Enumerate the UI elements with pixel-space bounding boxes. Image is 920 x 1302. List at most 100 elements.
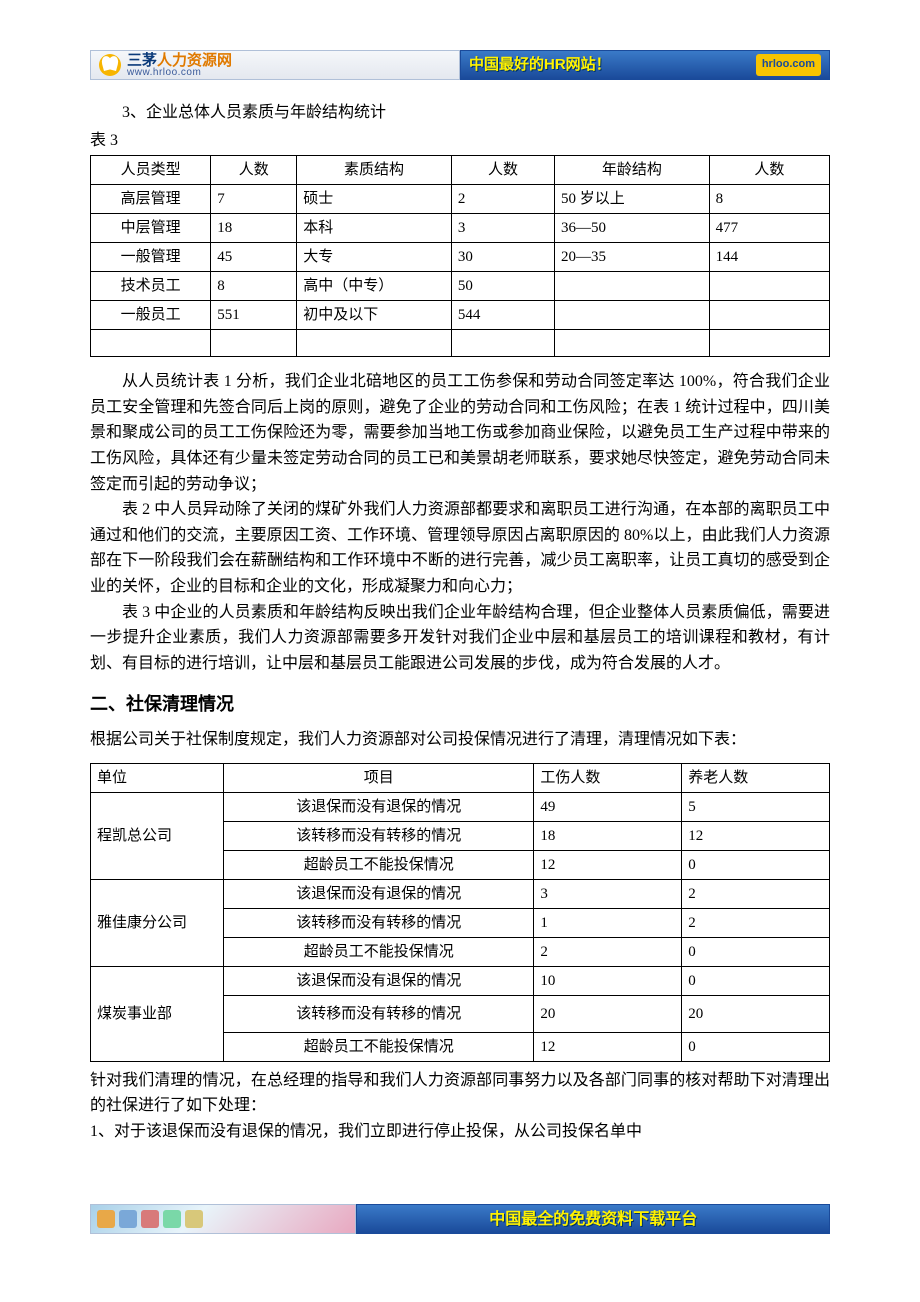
td: 7 [211,185,297,214]
th: 人数 [709,156,829,185]
table-row: 程凯总公司 该退保而没有退保的情况 49 5 [91,792,830,821]
td: 2 [682,908,830,937]
td [211,330,297,357]
brand-url: www.hrloo.com [127,68,232,78]
td: 本科 [297,214,452,243]
analysis-paragraphs: 从人员统计表 1 分析，我们企业北碚地区的员工工伤参保和劳动合同签定率达 100… [90,369,830,676]
td: 该转移而没有转移的情况 [224,995,534,1032]
td: 8 [709,185,829,214]
td: 超龄员工不能投保情况 [224,850,534,879]
header-banner: 三茅人力资源网 www.hrloo.com 中国最好的HR网站！ hrloo.c… [90,50,830,80]
table-3: 人员类型 人数 素质结构 人数 年龄结构 人数 高层管理 7 硕士 2 50 岁… [90,155,830,357]
td: 12 [682,821,830,850]
td: 该退保而没有退保的情况 [224,792,534,821]
brand-prefix: 三茅 [127,52,157,69]
th: 养老人数 [682,763,830,792]
footer-icon [119,1210,137,1228]
td: 45 [211,243,297,272]
banner-slogan: 中国最好的HR网站！ [469,53,611,77]
td: 12 [534,850,682,879]
footer-icon [185,1210,203,1228]
td: 5 [682,792,830,821]
th: 人员类型 [91,156,211,185]
td: 49 [534,792,682,821]
table-row [91,330,830,357]
td: 一般员工 [91,301,211,330]
td: 18 [534,821,682,850]
td: 中层管理 [91,214,211,243]
th: 人数 [451,156,554,185]
td: 50 岁以上 [555,185,710,214]
content: 3、企业总体人员素质与年龄结构统计 表 3 人员类型 人数 素质结构 人数 年龄… [90,100,830,1144]
td: 2 [682,879,830,908]
para-2: 表 2 中人员异动除了关闭的煤矿外我们人力资源部都要求和离职员工进行沟通，在本部… [90,497,830,599]
td: 高中（中专） [297,272,452,301]
th: 工伤人数 [534,763,682,792]
footer-icon [141,1210,159,1228]
td [297,330,452,357]
th: 素质结构 [297,156,452,185]
td: 该退保而没有退保的情况 [224,879,534,908]
td: 12 [534,1032,682,1061]
section2-heading: 二、社保清理情况 [90,690,830,719]
td: 3 [534,879,682,908]
th: 人数 [211,156,297,185]
td: 0 [682,1032,830,1061]
td: 1 [534,908,682,937]
footer-icon [163,1210,181,1228]
td: 0 [682,937,830,966]
brand-block: 三茅人力资源网 www.hrloo.com [127,53,232,78]
para-1: 从人员统计表 1 分析，我们企业北碚地区的员工工伤参保和劳动合同签定率达 100… [90,369,830,497]
banner-left: 三茅人力资源网 www.hrloo.com [90,50,460,80]
td: 技术员工 [91,272,211,301]
td: 10 [534,966,682,995]
th: 项目 [224,763,534,792]
td: 144 [709,243,829,272]
table-row: 技术员工 8 高中（中专） 50 [91,272,830,301]
section2-intro: 根据公司关于社保制度规定，我们人力资源部对公司投保情况进行了清理，清理情况如下表… [90,727,830,753]
banner-right: 中国最好的HR网站！ hrloo.com [460,50,830,80]
section2-after1: 针对我们清理的情况，在总经理的指导和我们人力资源部同事努力以及各部门同事的核对帮… [90,1068,830,1119]
td: 大专 [297,243,452,272]
td: 20 [534,995,682,1032]
td: 2 [534,937,682,966]
td: 超龄员工不能投保情况 [224,937,534,966]
td: 36—50 [555,214,710,243]
td: 50 [451,272,554,301]
td: 551 [211,301,297,330]
td: 544 [451,301,554,330]
td: 18 [211,214,297,243]
td: 该转移而没有转移的情况 [224,821,534,850]
footer-icons [90,1204,356,1234]
td: 高层管理 [91,185,211,214]
td [709,301,829,330]
td: 20 [682,995,830,1032]
td [91,330,211,357]
table3-caption: 表 3 [90,128,830,154]
td: 一般管理 [91,243,211,272]
td [555,301,710,330]
th: 年龄结构 [555,156,710,185]
table-row: 中层管理 18 本科 3 36—50 477 [91,214,830,243]
td: 该退保而没有退保的情况 [224,966,534,995]
td: 超龄员工不能投保情况 [224,1032,534,1061]
td: 20—35 [555,243,710,272]
td-unit: 煤炭事业部 [91,966,224,1061]
td: 硕士 [297,185,452,214]
td [451,330,554,357]
td [709,272,829,301]
td-unit: 程凯总公司 [91,792,224,879]
th: 单位 [91,763,224,792]
table-row: 一般管理 45 大专 30 20—35 144 [91,243,830,272]
para-3: 表 3 中企业的人员素质和年龄结构反映出我们企业年龄结构合理，但企业整体人员素质… [90,600,830,677]
td [555,330,710,357]
section1-title: 3、企业总体人员素质与年龄结构统计 [90,100,830,126]
table-row: 雅佳康分公司 该退保而没有退保的情况 3 2 [91,879,830,908]
td: 8 [211,272,297,301]
table-row: 人员类型 人数 素质结构 人数 年龄结构 人数 [91,156,830,185]
table-4: 单位 项目 工伤人数 养老人数 程凯总公司 该退保而没有退保的情况 49 5 该… [90,763,830,1062]
td: 477 [709,214,829,243]
banner-url-button[interactable]: hrloo.com [756,54,821,76]
td-unit: 雅佳康分公司 [91,879,224,966]
td: 30 [451,243,554,272]
